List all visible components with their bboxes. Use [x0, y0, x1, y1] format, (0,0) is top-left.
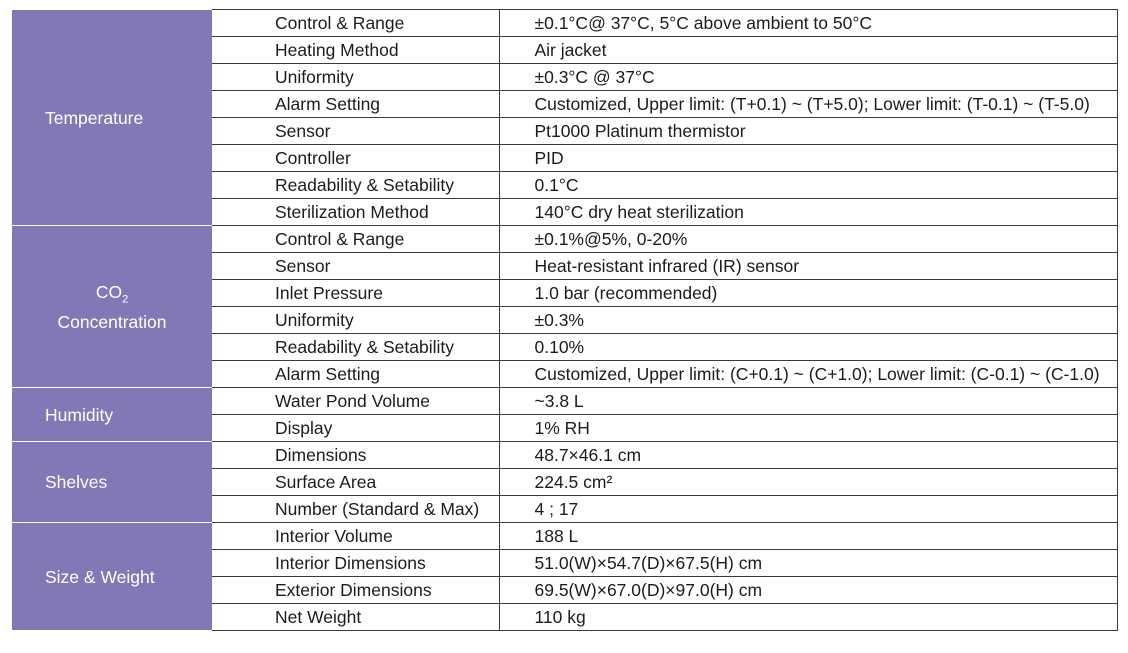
param-label: Sensor: [212, 117, 499, 145]
table-row: Shelves Dimensions 48.7×46.1 cm: [12, 441, 1118, 523]
param-value: Customized, Upper limit: (C+0.1) ~ (C+1.…: [498, 360, 1118, 388]
category-temperature: Temperature: [12, 9, 212, 226]
param-value: 1% RH: [498, 414, 1118, 442]
table-row: Net Weight 110 kg: [12, 603, 1118, 631]
param-value: 0.1°C: [498, 171, 1118, 199]
table-row: Heating Method Air jacket: [12, 36, 1118, 64]
param-value: Customized, Upper limit: (T+0.1) ~ (T+5.…: [498, 90, 1118, 118]
category-shelves: Shelves: [12, 441, 212, 523]
param-value: 1.0 bar (recommended): [498, 279, 1118, 307]
param-value: 0.10%: [498, 333, 1118, 361]
table-row: Number (Standard & Max) 4 ; 17: [12, 495, 1118, 523]
table-row: CO2 Concentration Control & Range ±0.1%@…: [12, 225, 1118, 388]
param-value: 110 kg: [498, 603, 1118, 631]
param-value: 224.5 cm²: [498, 468, 1118, 496]
param-value: 69.5(W)×67.0(D)×97.0(H) cm: [498, 576, 1118, 604]
param-label: Sterilization Method: [212, 198, 499, 226]
table-row: Interior Dimensions 51.0(W)×54.7(D)×67.5…: [12, 549, 1118, 577]
param-value: Air jacket: [498, 36, 1118, 64]
param-label: Heating Method: [212, 36, 499, 64]
table-row: Inlet Pressure 1.0 bar (recommended): [12, 279, 1118, 307]
table-row: Temperature Control & Range ±0.1°C@ 37°C…: [12, 9, 1118, 226]
param-label: Number (Standard & Max): [212, 495, 499, 523]
param-label: Inlet Pressure: [212, 279, 499, 307]
param-label: Alarm Setting: [212, 90, 499, 118]
param-value: ±0.3%: [498, 306, 1118, 334]
param-value: Heat-resistant infrared (IR) sensor: [498, 252, 1118, 280]
table-row: Controller PID: [12, 144, 1118, 172]
category-size-weight: Size & Weight: [12, 522, 212, 631]
param-value: ±0.3°C @ 37°C: [498, 63, 1118, 91]
table-row: Readability & Setability 0.1°C: [12, 171, 1118, 199]
param-label: Water Pond Volume: [212, 387, 499, 415]
co2-heading: CO2 Concentration: [58, 277, 167, 337]
param-label: Sensor: [212, 252, 499, 280]
param-value: ±0.1°C@ 37°C, 5°C above ambient to 50°C: [498, 9, 1118, 37]
param-label: Uniformity: [212, 63, 499, 91]
category-humidity: Humidity: [12, 387, 212, 442]
co2-subscript: 2: [122, 293, 129, 305]
param-label: Control & Range: [212, 9, 499, 37]
param-label: Control & Range: [212, 225, 499, 253]
table-row: Sterilization Method 140°C dry heat ster…: [12, 198, 1118, 226]
category-co2-concentration: CO2 Concentration: [12, 225, 212, 388]
param-label: Display: [212, 414, 499, 442]
param-value: 51.0(W)×54.7(D)×67.5(H) cm: [498, 549, 1118, 577]
param-label: Controller: [212, 144, 499, 172]
param-value: 140°C dry heat sterilization: [498, 198, 1118, 226]
table-row: Sensor Pt1000 Platinum thermistor: [12, 117, 1118, 145]
param-label: Readability & Setability: [212, 171, 499, 199]
param-value: PID: [498, 144, 1118, 172]
table-row: Sensor Heat-resistant infrared (IR) sens…: [12, 252, 1118, 280]
co2-concentration-label: Concentration: [57, 311, 167, 332]
param-value: 188 L: [498, 522, 1118, 550]
param-label: Uniformity: [212, 306, 499, 334]
param-label: Dimensions: [212, 441, 499, 469]
param-value: Pt1000 Platinum thermistor: [498, 117, 1118, 145]
param-value: 4 ; 17: [498, 495, 1118, 523]
param-label: Surface Area: [212, 468, 499, 496]
param-label: Net Weight: [212, 603, 499, 631]
param-label: Interior Dimensions: [212, 549, 499, 577]
table-row: Humidity Water Pond Volume ~3.8 L: [12, 387, 1118, 442]
param-label: Readability & Setability: [212, 333, 499, 361]
param-label: Alarm Setting: [212, 360, 499, 388]
param-value: ~3.8 L: [498, 387, 1118, 415]
specification-table: Temperature Control & Range ±0.1°C@ 37°C…: [12, 9, 1118, 631]
table-row: Size & Weight Interior Volume 188 L: [12, 522, 1118, 631]
param-label: Exterior Dimensions: [212, 576, 499, 604]
table-row: Alarm Setting Customized, Upper limit: (…: [12, 360, 1118, 388]
co2-symbol: CO: [95, 281, 123, 302]
param-value: 48.7×46.1 cm: [498, 441, 1118, 469]
param-label: Interior Volume: [212, 522, 499, 550]
param-value: ±0.1%@5%, 0-20%: [498, 225, 1118, 253]
